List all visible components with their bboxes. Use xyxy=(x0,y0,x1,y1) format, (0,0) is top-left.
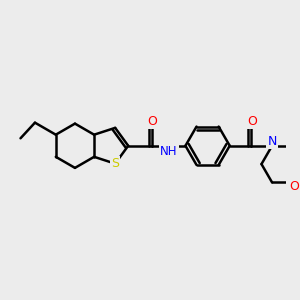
Text: O: O xyxy=(147,115,157,128)
Text: O: O xyxy=(248,115,257,128)
Text: S: S xyxy=(111,157,119,170)
Text: NH: NH xyxy=(160,145,178,158)
Text: N: N xyxy=(267,135,277,148)
Text: O: O xyxy=(290,180,300,193)
